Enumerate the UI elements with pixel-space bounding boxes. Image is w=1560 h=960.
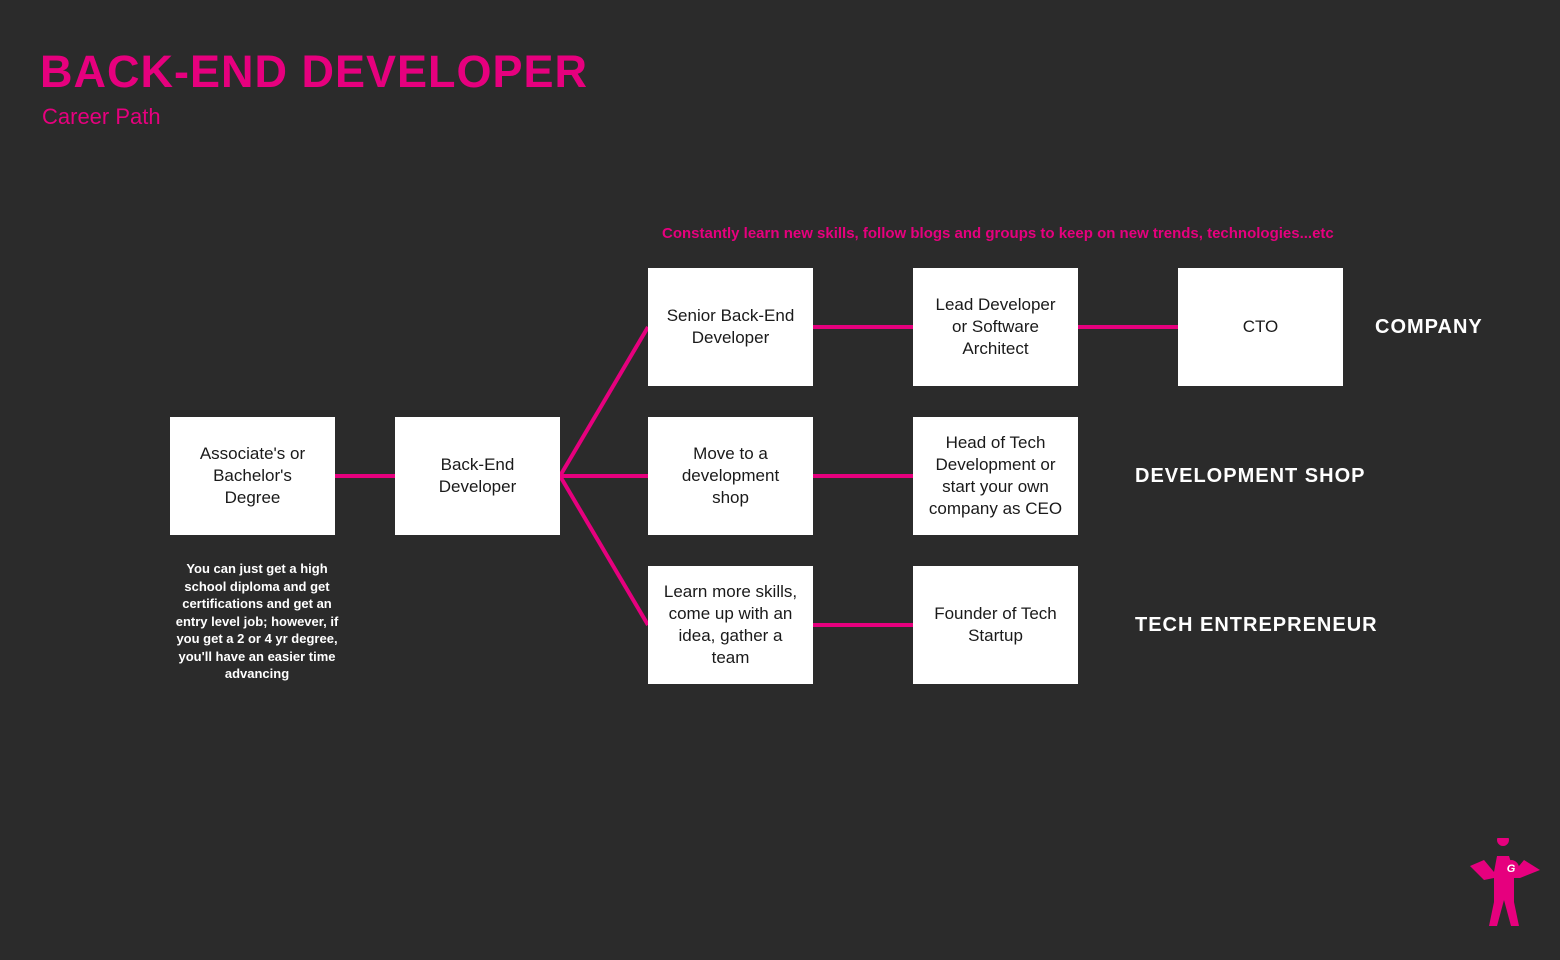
page-subtitle: Career Path: [42, 104, 161, 130]
node-senior: Senior Back-End Developer: [648, 268, 813, 386]
hero-icon: [1470, 838, 1540, 926]
node-label: Move to a development shop: [662, 443, 799, 509]
node-cto: CTO: [1178, 268, 1343, 386]
edge: [560, 476, 648, 625]
node-label: Founder of Tech Startup: [927, 603, 1064, 647]
row-label-entrepreneur: TECH ENTREPRENEUR: [1135, 614, 1378, 637]
node-label: Back-End Developer: [409, 454, 546, 498]
row-label-devshop: DEVELOPMENT SHOP: [1135, 465, 1365, 488]
node-label: Head of Tech Development or start your o…: [927, 432, 1064, 520]
node-backend: Back-End Developer: [395, 417, 560, 535]
node-label: Associate's or Bachelor's Degree: [184, 443, 321, 509]
node-headtech: Head of Tech Development or start your o…: [913, 417, 1078, 535]
logo-letter: G: [1507, 863, 1516, 875]
node-label: Learn more skills, come up with an idea,…: [662, 581, 799, 669]
row-label-company: COMPANY: [1375, 316, 1483, 339]
node-degree: Associate's or Bachelor's Degree: [170, 417, 335, 535]
degree-note: You can just get a high school diploma a…: [172, 560, 342, 683]
diagram-canvas: BACK-END DEVELOPER Career Path Constantl…: [0, 0, 1560, 960]
node-learn: Learn more skills, come up with an idea,…: [648, 566, 813, 684]
hint-text: Constantly learn new skills, follow blog…: [662, 225, 1334, 242]
node-lead: Lead Developer or Software Architect: [913, 268, 1078, 386]
node-founder: Founder of Tech Startup: [913, 566, 1078, 684]
node-label: CTO: [1243, 316, 1279, 338]
edge: [560, 327, 648, 476]
node-label: Lead Developer or Software Architect: [927, 294, 1064, 360]
node-devshop: Move to a development shop: [648, 417, 813, 535]
page-title: BACK-END DEVELOPER: [40, 46, 588, 98]
node-label: Senior Back-End Developer: [662, 305, 799, 349]
hero-logo: G: [1470, 838, 1540, 933]
